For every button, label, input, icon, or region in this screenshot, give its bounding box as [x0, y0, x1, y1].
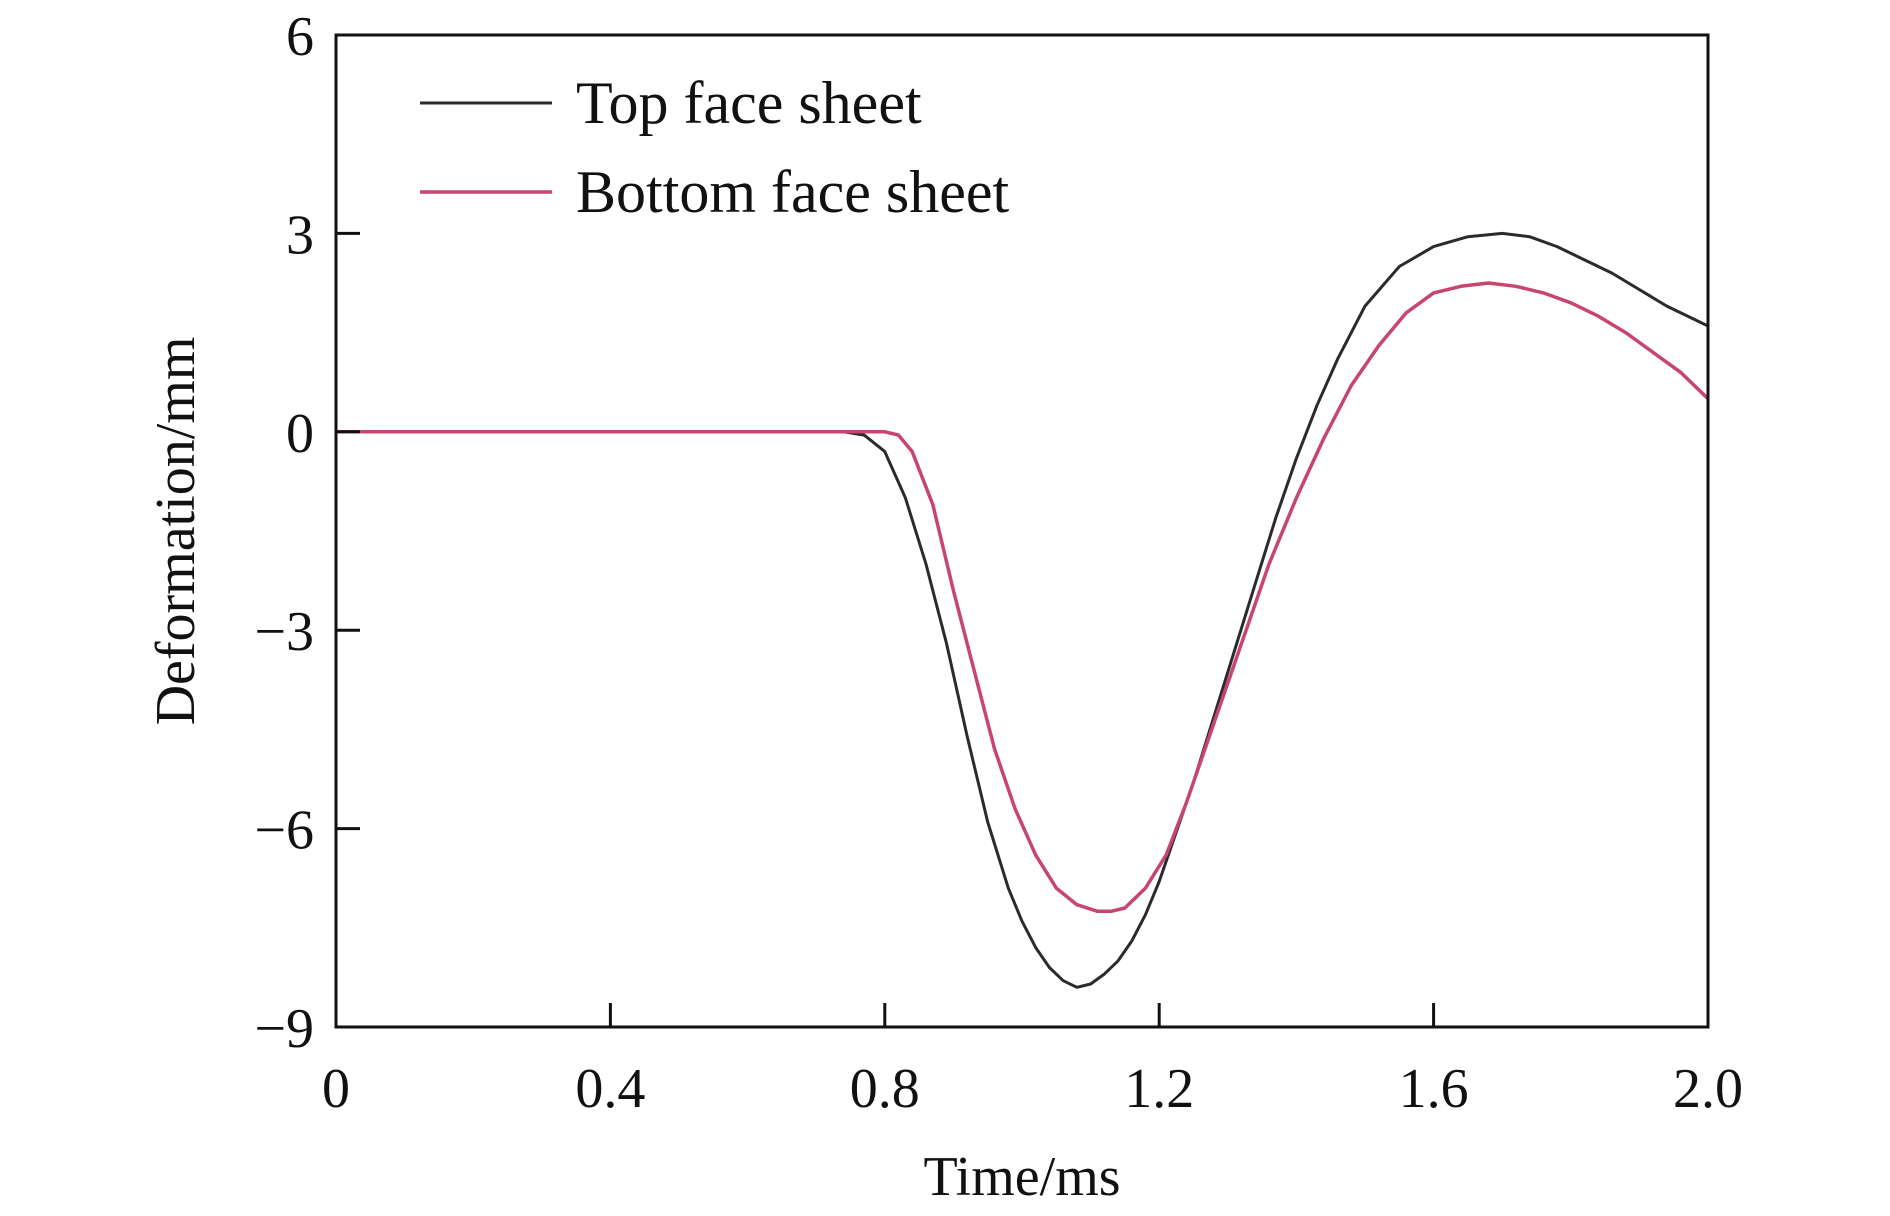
y-tick-label: −9 [254, 998, 314, 1060]
x-tick-label: 1.6 [1399, 1058, 1469, 1120]
x-tick-label: 0 [322, 1058, 350, 1120]
y-tick-label: −3 [254, 601, 314, 663]
legend-label: Top face sheet [576, 70, 922, 136]
series-layer [336, 231, 1708, 989]
series-line-bottom-face-sheet [336, 281, 1708, 914]
x-tick-label: 0.8 [850, 1058, 920, 1120]
y-tick-label: 3 [286, 204, 314, 266]
plot-frame [334, 33, 1710, 1029]
legend: Top face sheet Bottom face sheet [420, 70, 1010, 225]
y-tick-label: 6 [286, 6, 314, 68]
series-line-top-face-sheet [336, 231, 1708, 989]
x-tick-label: 0.4 [575, 1058, 645, 1120]
y-axis-title: Deformation/mm [145, 337, 207, 726]
y-ticks: 6 3 0 −3 −6 −9 [254, 6, 360, 1060]
x-axis-title: Time/ms [923, 1146, 1120, 1208]
y-tick-label: 0 [286, 403, 314, 465]
y-tick-label: −6 [254, 800, 314, 862]
x-ticks: 0 0.4 0.8 1.2 1.6 2.0 [322, 1003, 1743, 1120]
x-tick-label: 2.0 [1673, 1058, 1743, 1120]
x-tick-label: 1.2 [1124, 1058, 1194, 1120]
legend-label: Bottom face sheet [576, 159, 1010, 225]
